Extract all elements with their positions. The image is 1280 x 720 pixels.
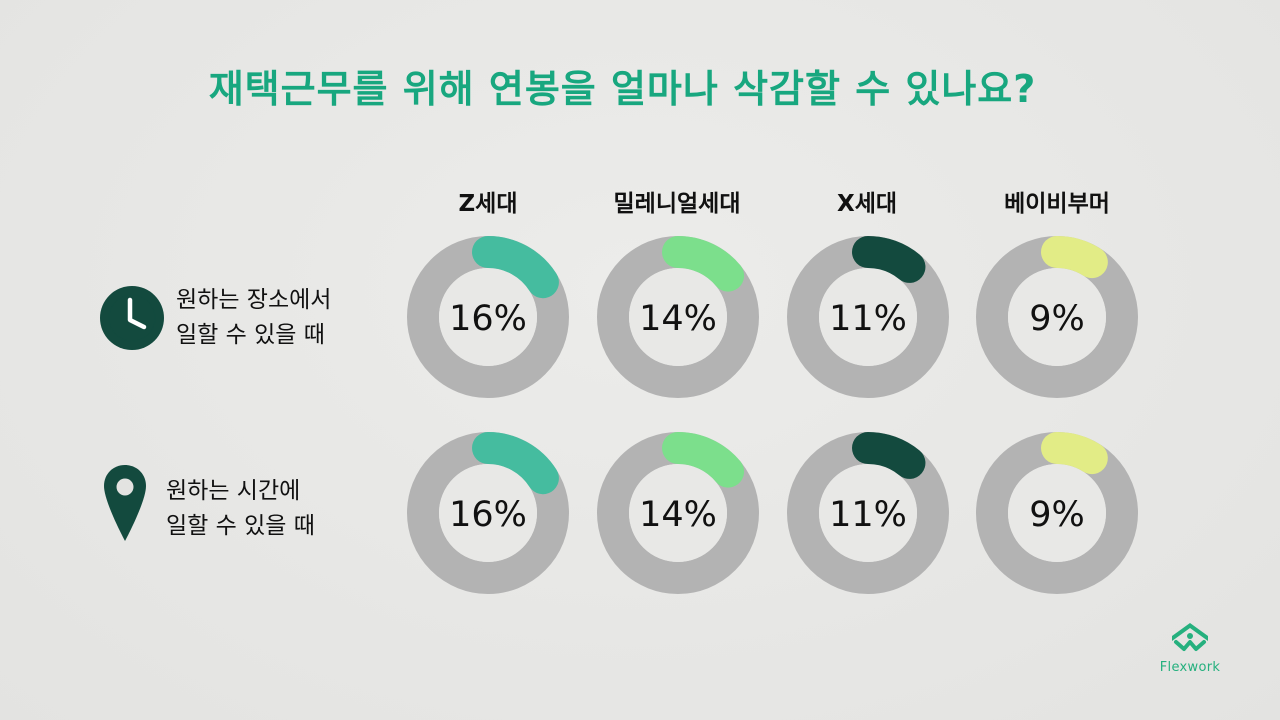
clock-icon: [100, 286, 164, 354]
donut-2-millennials: 14%: [597, 432, 759, 594]
donut-value-label: 14%: [639, 299, 717, 339]
donut-slice: [787, 236, 949, 398]
row-label-place-line2: 일할 수 있을 때: [176, 322, 325, 348]
donut-2-baby-boomers: 9%: [976, 432, 1138, 594]
donut-center: [819, 268, 917, 366]
donut-center: [629, 464, 727, 562]
donut-1-gen-x: 11%: [787, 236, 949, 398]
row-label-time-line2: 일할 수 있을 때: [166, 513, 315, 539]
row-label-place: 원하는 장소에서 일할 수 있을 때: [176, 283, 331, 353]
donut-center: [629, 268, 727, 366]
donut-slice: [597, 432, 759, 594]
donut-slice: [407, 432, 569, 594]
donut-value-label: 9%: [1029, 299, 1085, 339]
donut-value-label: 16%: [449, 495, 527, 535]
column-label-gen-x: X세대: [836, 191, 898, 217]
donut-value-label: 16%: [449, 299, 527, 339]
donut-2-gen-z: 16%: [407, 432, 569, 594]
column-label-gen-z: Z세대: [458, 191, 518, 217]
donut-slice: [976, 432, 1138, 594]
donut-1-millennials: 14%: [597, 236, 759, 398]
donut-center: [1008, 268, 1106, 366]
donut-value-label: 11%: [829, 299, 907, 339]
donut-value-label: 14%: [639, 495, 717, 535]
row-label-place-line1: 원하는 장소에서: [176, 287, 332, 313]
donut-1-baby-boomers: 9%: [976, 236, 1138, 398]
donut-center: [439, 464, 537, 562]
location-pin-icon: [104, 465, 146, 545]
column-label-baby-boomers: 베이비부머: [1004, 191, 1110, 217]
donut-slice: [407, 236, 569, 398]
page-title: 재택근무를 위해 연봉을 얼마나 삭감할 수 있나요?: [208, 67, 1037, 111]
donut-1-gen-z: 16%: [407, 236, 569, 398]
donut-slice: [787, 432, 949, 594]
column-label-millennials: 밀레니얼세대: [613, 191, 741, 217]
logo-text: Flexwork: [1159, 660, 1221, 675]
donut-2-gen-x: 11%: [787, 432, 949, 594]
donut-value-label: 9%: [1029, 495, 1085, 535]
donut-slice: [597, 236, 759, 398]
donut-center: [819, 464, 917, 562]
donut-center: [1008, 464, 1106, 562]
donut-center: [439, 268, 537, 366]
row-label-time: 원하는 시간에 일할 수 있을 때: [166, 474, 315, 544]
donut-slice: [976, 236, 1138, 398]
row-label-time-line1: 원하는 시간에: [166, 478, 301, 504]
flexwork-logo: Flexwork: [1150, 620, 1230, 675]
flexwork-logo-icon: [1172, 623, 1208, 651]
donut-value-label: 11%: [829, 495, 907, 535]
